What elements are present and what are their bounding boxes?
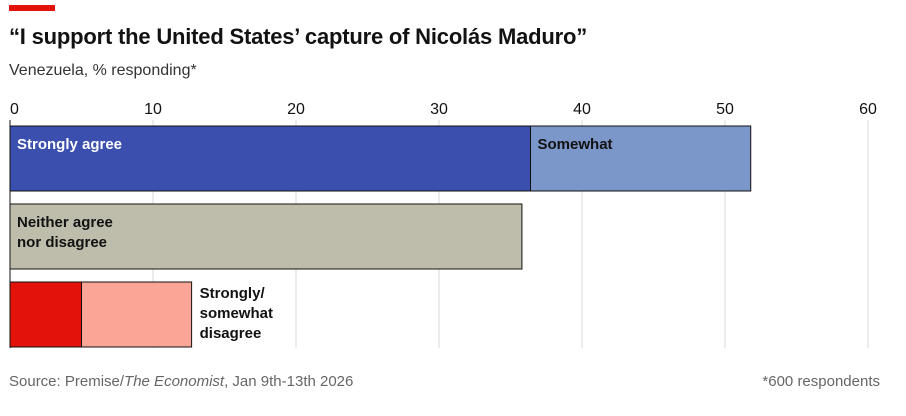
source-date: , Jan 9th-13th 2026 [224,373,354,390]
bar-chart: 0 10 20 30 40 50 60 Strongly agree Somewhat Neith… [9,101,877,348]
bar-label-row0-seg1-line0: Somewhat [538,136,613,153]
bar-row0-seg1 [530,125,752,192]
bar-outside-label-row2-line1: somewhat [200,305,273,322]
x-tick-label-50: 50 [716,101,734,118]
bar-row2-seg0 [9,281,82,348]
bar-label-row1-seg0-line1: nor disagree [17,234,107,251]
chart-subtitle: Venezuela, % responding* [9,62,197,79]
x-tick-label-10: 10 [144,101,162,118]
x-tick-label-40: 40 [573,101,591,118]
bar-row2-seg1 [81,281,193,348]
accent-bar [9,5,55,11]
x-tick-label-60: 60 [859,101,877,118]
respondents-note: *600 respondents [762,373,880,390]
bar-outside-label-row2-line0: Strongly/ [200,285,266,302]
source-prefix: Source: Premise/ [9,373,125,390]
x-tick-label-30: 30 [430,101,448,118]
bar-label-row1-seg0-line0: Neither agree [17,214,113,231]
bar-label-row0-seg0-line0: Strongly agree [17,136,122,153]
x-tick-label-20: 20 [287,101,305,118]
chart-title: “I support the United States’ capture of… [9,24,587,49]
source-note: Source: Premise/The Economist, Jan 9th-1… [9,373,353,390]
x-tick-label-0: 0 [10,101,19,118]
source-publication: The Economist [124,373,225,390]
bar-outside-label-row2-line2: disagree [200,325,262,342]
bar-row1-seg0 [9,203,523,270]
